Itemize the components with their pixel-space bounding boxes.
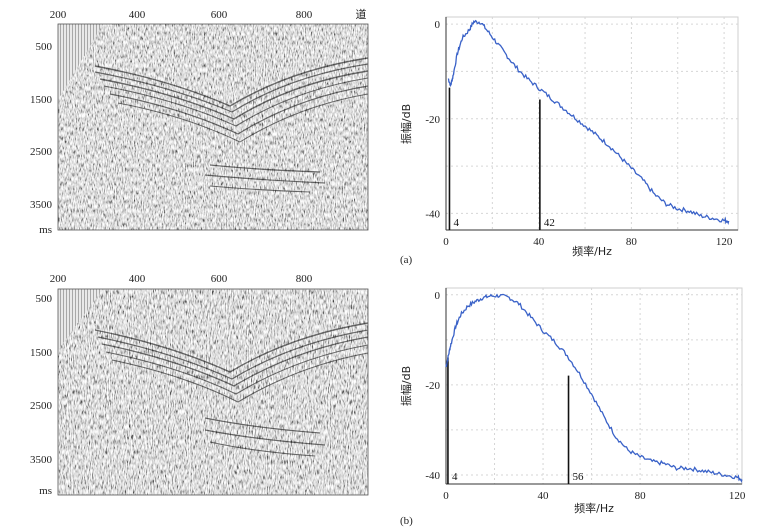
time-tick: 2500 bbox=[30, 146, 53, 158]
vertical-markers: 4 42 bbox=[448, 87, 555, 230]
spectrum-line bbox=[447, 19, 730, 225]
x-tick-label: 40 bbox=[538, 490, 550, 502]
grid-lines bbox=[446, 288, 742, 484]
time-tick: 1500 bbox=[30, 94, 53, 106]
y-axis-label: 振幅/dB bbox=[399, 104, 413, 144]
x-tick-label: 0 bbox=[443, 490, 449, 502]
marker-label: 4 bbox=[452, 471, 458, 483]
y-tick-label: -40 bbox=[425, 208, 440, 220]
trace-tick: 600 bbox=[211, 273, 228, 285]
trace-tick: 600 bbox=[211, 9, 228, 21]
trace-tick: 400 bbox=[129, 273, 146, 285]
time-tick: 500 bbox=[36, 41, 53, 53]
mute-zone-b bbox=[58, 289, 103, 350]
caption-b: (b) bbox=[400, 515, 413, 527]
y-tick-label: 0 bbox=[435, 290, 441, 302]
x-axis-label: 频率/Hz bbox=[572, 244, 612, 258]
tick-labels: 0 40 80 120 0 -20 -40 bbox=[425, 290, 746, 502]
trace-tick: 200 bbox=[50, 9, 67, 21]
marker-label: 42 bbox=[544, 217, 555, 229]
trace-unit: 道 bbox=[356, 7, 367, 21]
spectrum-chart-a: 4 42 0 40 80 120 0 -20 -40 频率/Hz 振幅/dB bbox=[399, 16, 739, 258]
time-tick: 1500 bbox=[30, 347, 53, 359]
seismic-noise-b bbox=[58, 289, 368, 495]
time-unit: ms bbox=[39, 485, 52, 497]
mute-zone-a bbox=[58, 24, 103, 100]
x-tick-label: 120 bbox=[729, 490, 746, 502]
plot-frame bbox=[445, 16, 739, 231]
trace-ticks-b: 200 400 600 800 bbox=[50, 273, 313, 285]
x-tick-label: 120 bbox=[716, 236, 733, 248]
y-tick-label: -20 bbox=[425, 114, 440, 126]
spectrum-chart-b: 4 56 0 40 80 120 0 -20 -40 频率/Hz 振幅/dB bbox=[399, 287, 746, 515]
marker-label: 56 bbox=[573, 471, 585, 483]
time-tick: 2500 bbox=[30, 400, 53, 412]
marker-label: 4 bbox=[453, 217, 459, 229]
x-axis-label: 频率/Hz bbox=[574, 501, 614, 515]
trace-tick: 800 bbox=[296, 273, 313, 285]
x-tick-label: 80 bbox=[635, 490, 647, 502]
x-tick-label: 40 bbox=[533, 236, 545, 248]
trace-ticks-a: 200 400 600 800 道 bbox=[50, 7, 367, 21]
y-tick-label: -20 bbox=[425, 380, 440, 392]
grid-lines bbox=[446, 17, 738, 230]
time-tick: 500 bbox=[36, 293, 53, 305]
x-tick-label: 0 bbox=[443, 236, 449, 248]
time-ticks-b: 500 1500 2500 3500 ms bbox=[30, 293, 53, 497]
seismic-noise-a bbox=[58, 24, 368, 230]
time-ticks-a: 500 1500 2500 3500 ms bbox=[30, 41, 53, 236]
reflection-events-a bbox=[94, 57, 368, 193]
y-axis-label: 振幅/dB bbox=[399, 366, 413, 406]
tick-labels: 0 40 80 120 0 -20 -40 bbox=[425, 19, 733, 248]
trace-tick: 200 bbox=[50, 273, 67, 285]
y-tick-label: -40 bbox=[425, 470, 440, 482]
x-tick-label: 80 bbox=[626, 236, 638, 248]
time-tick: 3500 bbox=[30, 199, 53, 211]
vertical-markers: 4 56 bbox=[447, 357, 585, 484]
time-tick: 3500 bbox=[30, 454, 53, 466]
reflection-events-b bbox=[94, 322, 368, 457]
seismic-panel-b: 200 400 600 800 500 1500 2500 3500 ms bbox=[30, 273, 369, 497]
caption-a: (a) bbox=[400, 254, 413, 266]
seismic-panel-a: 200 400 600 800 道 500 1500 2500 3500 ms bbox=[30, 7, 369, 236]
trace-tick: 400 bbox=[129, 9, 146, 21]
spectrum-line bbox=[445, 293, 743, 484]
plot-frame bbox=[445, 287, 743, 485]
y-tick-label: 0 bbox=[435, 19, 441, 31]
trace-tick: 800 bbox=[296, 9, 313, 21]
time-unit: ms bbox=[39, 224, 52, 236]
